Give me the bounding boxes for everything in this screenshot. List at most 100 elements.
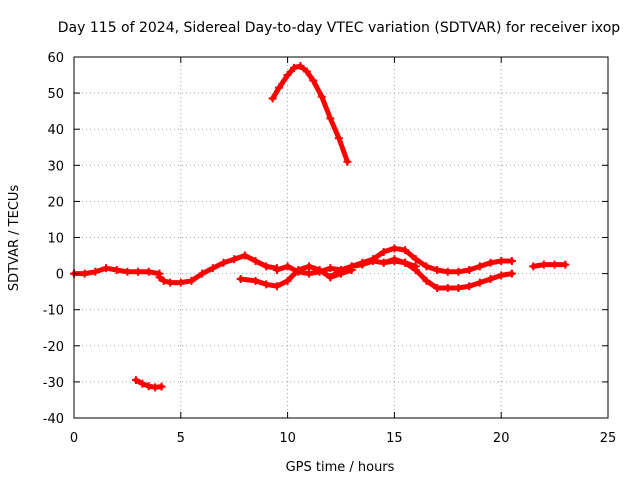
y-tick-label: 10 — [47, 232, 64, 247]
data-point — [454, 284, 463, 293]
data-point — [251, 276, 260, 285]
data-point — [134, 267, 143, 276]
x-tick-label: 20 — [493, 431, 510, 446]
data-point — [390, 255, 399, 264]
y-tick-label: 40 — [47, 123, 64, 138]
data-point — [337, 265, 345, 274]
data-point — [486, 275, 495, 284]
x-tick-label: 5 — [177, 431, 185, 446]
series-track-b — [155, 251, 281, 287]
y-tick-label: 20 — [47, 195, 64, 210]
data-point — [272, 265, 281, 274]
data-point — [112, 265, 121, 274]
data-layer — [70, 62, 570, 392]
data-point — [561, 260, 570, 269]
data-point — [422, 262, 431, 271]
data-point — [443, 284, 452, 293]
data-point — [347, 262, 356, 271]
data-point — [230, 255, 239, 264]
data-point — [251, 256, 260, 265]
data-point — [326, 264, 335, 273]
data-point — [411, 265, 420, 274]
data-point — [144, 267, 153, 276]
x-tick-label: 25 — [600, 431, 617, 446]
data-point — [309, 76, 318, 85]
data-point — [507, 269, 516, 278]
data-point — [334, 134, 343, 143]
data-point — [369, 255, 378, 264]
chart-title: Day 115 of 2024, Sidereal Day-to-day VTE… — [58, 20, 621, 36]
data-point — [326, 114, 335, 123]
y-tick-label: 60 — [47, 51, 64, 66]
data-point — [302, 67, 311, 76]
data-point — [262, 280, 271, 289]
data-point — [304, 269, 313, 278]
series-track-h — [268, 62, 352, 166]
data-point — [401, 246, 410, 255]
data-point — [465, 265, 474, 274]
x-tick-label: 0 — [70, 431, 78, 446]
data-point — [539, 260, 548, 269]
data-point — [486, 258, 495, 267]
series-track-e — [326, 244, 516, 282]
data-point — [317, 92, 326, 101]
y-tick-label: -10 — [43, 304, 64, 319]
data-point — [326, 273, 335, 282]
data-point — [475, 278, 484, 287]
data-point — [283, 276, 292, 285]
axes: 0 5 10 15 20 25 -40 -30 -20 -10 0 10 20 30 40 50 60 — [43, 51, 617, 446]
series-track-f — [379, 255, 516, 293]
data-point — [262, 262, 271, 271]
y-tick-label: -20 — [43, 340, 64, 355]
y-tick-label: 30 — [47, 159, 64, 174]
data-point — [379, 247, 388, 256]
data-point — [296, 62, 305, 71]
data-point — [272, 282, 281, 291]
data-point — [138, 379, 147, 388]
data-point — [236, 275, 245, 284]
data-point — [529, 262, 538, 271]
data-point — [465, 282, 474, 291]
data-point — [275, 83, 284, 92]
data-point — [550, 260, 559, 269]
y-axis-label: SDTVAR / TECUs — [7, 185, 22, 292]
data-point — [198, 269, 207, 278]
data-point — [497, 256, 506, 265]
data-point — [343, 157, 352, 166]
x-tick-label: 15 — [386, 431, 403, 446]
series-track-i — [131, 376, 166, 392]
data-point — [155, 273, 164, 282]
data-point — [102, 264, 111, 273]
x-tick-label: 10 — [279, 431, 296, 446]
data-point — [475, 262, 484, 271]
data-point — [219, 258, 228, 267]
data-point — [497, 271, 506, 280]
data-point — [159, 276, 168, 285]
data-point — [379, 258, 388, 267]
data-point — [240, 251, 249, 260]
data-point — [454, 267, 463, 276]
data-point — [294, 267, 303, 276]
y-tick-label: -40 — [43, 412, 64, 427]
data-point — [433, 284, 442, 293]
data-point — [123, 267, 132, 276]
data-point — [283, 262, 292, 271]
data-point — [268, 94, 277, 103]
data-point — [157, 382, 166, 391]
data-point — [187, 276, 196, 285]
data-point — [208, 264, 217, 273]
data-point — [131, 376, 140, 385]
data-point — [176, 278, 185, 287]
data-point — [401, 258, 410, 267]
data-point — [80, 269, 89, 278]
data-point — [433, 265, 442, 274]
data-point — [443, 267, 452, 276]
data-point — [166, 278, 175, 287]
data-point — [315, 267, 324, 276]
data-point — [507, 256, 516, 265]
data-point — [91, 267, 100, 276]
series-trace — [530, 262, 568, 269]
data-point — [283, 71, 292, 80]
y-tick-label: 50 — [47, 87, 64, 102]
